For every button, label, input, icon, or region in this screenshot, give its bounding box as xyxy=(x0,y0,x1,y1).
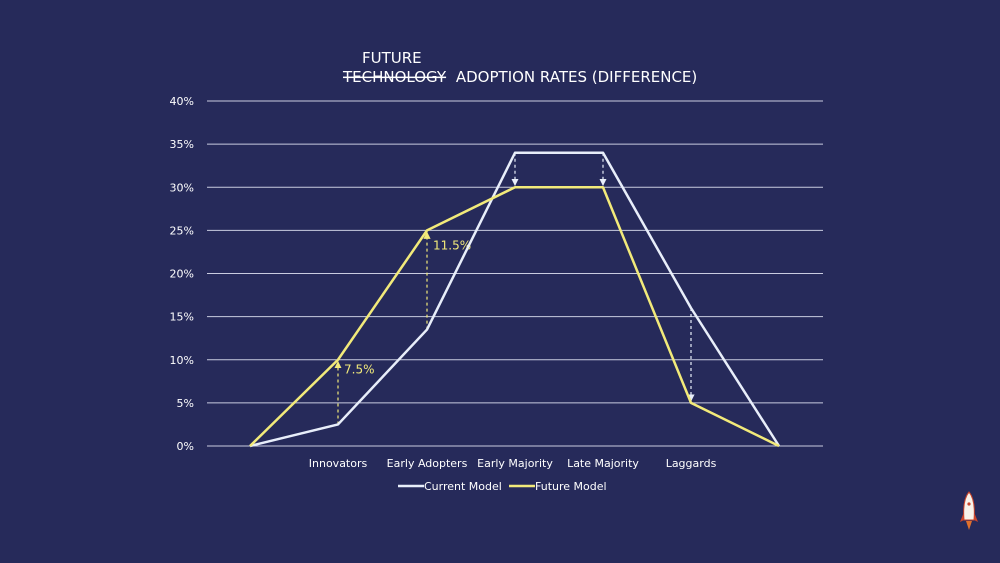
chart-title-line1: FUTURE xyxy=(362,49,422,67)
difference-label: 7.5% xyxy=(344,362,375,376)
chart-title-line2: TECHNOLOGY ADOPTION RATES (DIFFERENCE) xyxy=(342,68,697,86)
y-tick-label: 10% xyxy=(170,354,194,367)
chart-title-rest: ADOPTION RATES (DIFFERENCE) xyxy=(456,68,697,86)
y-tick-label: 30% xyxy=(170,181,194,194)
series-line-future-model xyxy=(249,186,780,448)
rocket-icon xyxy=(960,491,978,530)
y-tick-label: 20% xyxy=(170,268,194,281)
y-tick-label: 25% xyxy=(170,224,194,237)
y-axis-ticks: 0% 5% 10% 15% 20% 25% 30% 35% 40% xyxy=(170,95,194,453)
x-tick-label: Laggards xyxy=(666,457,717,470)
x-tick-label: Late Majority xyxy=(567,457,639,470)
y-tick-label: 0% xyxy=(177,440,194,453)
legend-label-current: Current Model xyxy=(424,480,502,493)
chart-title-struck: TECHNOLOGY xyxy=(342,68,447,86)
series-line-current-model xyxy=(249,151,781,448)
gridlines xyxy=(207,100,823,447)
x-tick-label: Innovators xyxy=(309,457,368,470)
x-tick-label: Early Adopters xyxy=(387,457,468,470)
difference-label: 11.5% xyxy=(433,238,471,252)
legend: Current Model Future Model xyxy=(398,480,607,493)
annotations: 7.5% 11.5% xyxy=(334,152,695,425)
x-axis-ticks: Innovators Early Adopters Early Majority La… xyxy=(309,457,717,470)
y-tick-label: 35% xyxy=(170,138,194,151)
y-tick-label: 15% xyxy=(170,311,194,324)
legend-label-future: Future Model xyxy=(535,480,607,493)
x-tick-label: Early Majority xyxy=(477,457,553,470)
y-tick-label: 5% xyxy=(177,397,194,410)
series-lines xyxy=(249,151,781,448)
y-tick-label: 40% xyxy=(170,95,194,108)
